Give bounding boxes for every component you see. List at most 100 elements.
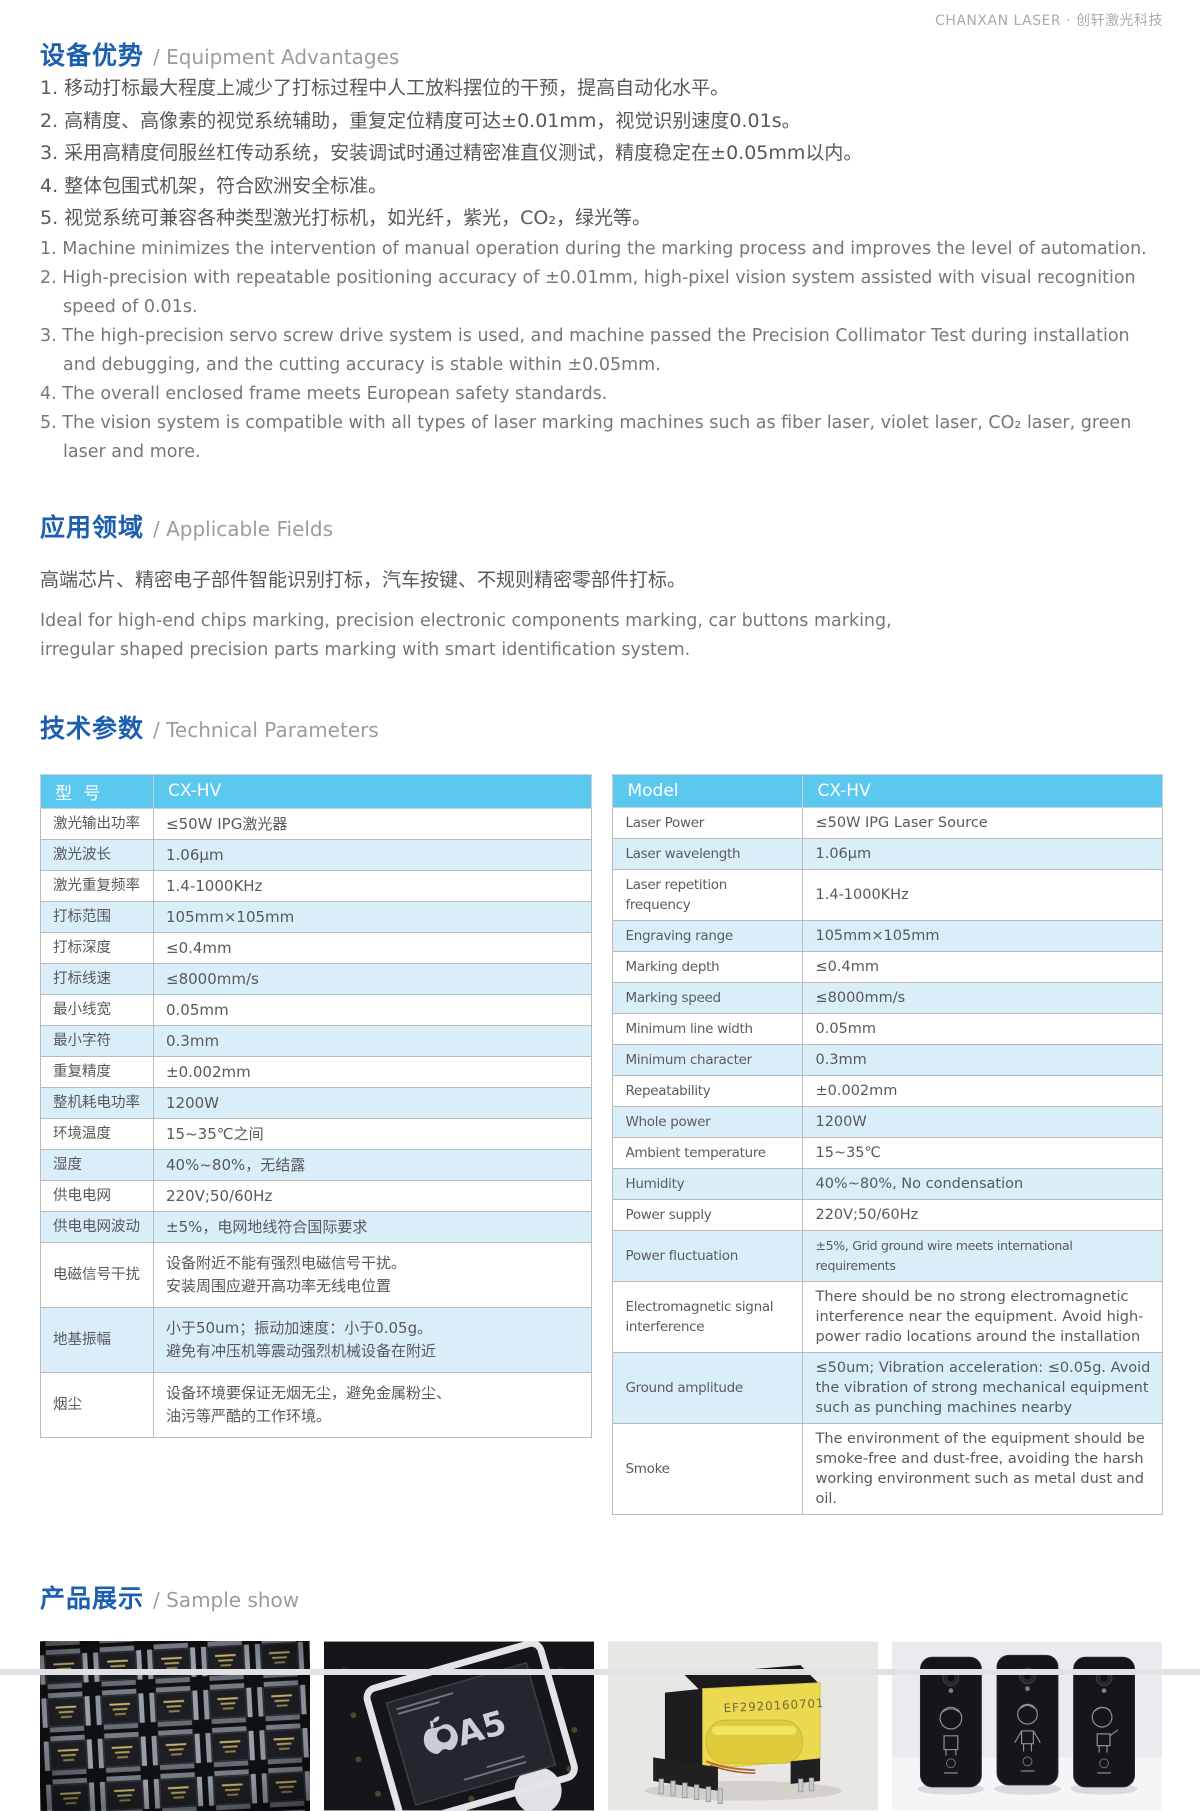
param-label: 激光波长	[40, 838, 154, 871]
sample-image-a5-chip: A5	[324, 1640, 594, 1811]
parameters-table-zh: 型 号 CX-HV 激光输出功率 ≤50W IPG激光器 激光波长 1.06μm 激光重复频…	[40, 773, 593, 1438]
param-value: 小于50um；振动加速度：小于0.05g。 避免有冲压机等震动强烈机械设备在附近	[152, 1306, 593, 1373]
advantage-item-en: 4. The overall enclosed frame meets Euro…	[40, 383, 608, 404]
param-value: ≤0.4mm	[152, 931, 593, 964]
section-title-en: / Technical Parameters	[153, 717, 379, 742]
param-label: 烟尘	[40, 1371, 154, 1438]
advantage-item-zh: 1. 移动打标最大程度上减少了打标过程中人工放料摆位的干预，提高自动化水平。	[40, 77, 730, 99]
advantage-item-en: 5. The vision system is compatible with …	[40, 412, 1132, 462]
table-row: 最小字符 0.3mm	[40, 1024, 593, 1057]
table-row: 地基振幅 小于50um；振动加速度：小于0.05g。 避免有冲压机等震动强烈机械设…	[40, 1306, 593, 1373]
a5-chip-photo: A5	[324, 1640, 594, 1811]
table-row: Whole power 1200W	[612, 1105, 1163, 1138]
param-value: The environment of the equipment should …	[802, 1422, 1163, 1515]
table-row: Power supply 220V;50/60Hz	[612, 1198, 1163, 1231]
table-row: Repeatability ±0.002mm	[612, 1074, 1163, 1107]
param-value: 0.05mm	[152, 993, 593, 1026]
table-row: Laser Power ≤50W IPG Laser Source	[612, 806, 1163, 839]
table-row: Marking depth ≤0.4mm	[612, 950, 1163, 983]
param-value: ±0.002mm	[802, 1074, 1163, 1107]
parameter-tables: 型 号 CX-HV 激光输出功率 ≤50W IPG激光器 激光波长 1.06μm 激光重复频…	[40, 773, 1163, 1515]
param-value: 1200W	[802, 1105, 1163, 1138]
advantage-item-en: 1. Machine minimizes the intervention of…	[40, 238, 1147, 259]
sample-image-transformer: EF2920160701	[608, 1641, 878, 1811]
table-row: Ground amplitude ≤50um; Vibration acceler…	[612, 1351, 1163, 1424]
param-value: 15~35℃	[802, 1136, 1163, 1169]
param-value: 105mm×105mm	[802, 919, 1163, 952]
param-value: There should be no strong electromagneti…	[802, 1280, 1163, 1353]
param-value: 40%~80%, No condensation	[802, 1167, 1163, 1200]
table-row: 打标线速 ≤8000mm/s	[40, 962, 593, 995]
param-label: 最小线宽	[40, 993, 154, 1026]
advantage-item-zh: 5. 视觉系统可兼容各种类型激光打标机，如光纤，紫光，CO₂，绿光等。	[40, 207, 652, 229]
param-label: 地基振幅	[40, 1306, 154, 1373]
phone-covers-photo	[892, 1641, 1162, 1810]
param-value: ≤50W IPG激光器	[152, 807, 593, 840]
param-label: 打标范围	[40, 900, 154, 933]
param-label: Ambient temperature	[612, 1136, 804, 1169]
param-label: 激光输出功率	[40, 807, 154, 840]
param-label: 重复精度	[40, 1055, 154, 1088]
param-value: ±0.002mm	[152, 1055, 593, 1088]
advantages-list-zh: 1. 移动打标最大程度上减少了打标过程中人工放料摆位的干预，提高自动化水平。 2…	[40, 72, 1163, 235]
sample-images-row: A5 EF2920160701	[40, 1640, 1163, 1811]
param-value: 1.06μm	[152, 838, 593, 871]
param-label: Laser repetition frequency	[612, 868, 804, 921]
param-label: 激光重复频率	[40, 869, 154, 902]
advantages-list-en: 1. Machine minimizes the intervention of…	[40, 235, 1163, 467]
table-row: Ambient temperature 15~35℃	[612, 1136, 1163, 1169]
param-label: 最小字符	[40, 1024, 154, 1057]
table-row: 激光波长 1.06μm	[40, 838, 593, 871]
param-value: 设备附近不能有强烈电磁信号干扰。 安装周围应避开高功率无线电位置	[152, 1241, 593, 1308]
model-column-header: CX-HV	[802, 773, 1163, 808]
section-applicable-fields: 应用领域 / Applicable Fields 高端芯片、精密电子部件智能识别…	[40, 508, 1163, 665]
table-row: 最小线宽 0.05mm	[40, 993, 593, 1026]
param-value: ±5%，电网地线符合国际要求	[152, 1210, 593, 1243]
advantage-item-en: 2. High-precision with repeatable positi…	[40, 267, 1136, 317]
table-row: 湿度 40%~80%，无结露	[40, 1148, 593, 1181]
transformer-photo: EF2920160701	[608, 1641, 878, 1810]
param-label: Laser wavelength	[612, 837, 804, 870]
table-row: 激光重复频率 1.4-1000KHz	[40, 869, 593, 902]
fields-description-zh: 高端芯片、精密电子部件智能识别打标，汽车按键、不规则精密零部件打标。	[40, 568, 687, 591]
param-label: 湿度	[40, 1148, 154, 1181]
param-label: 打标线速	[40, 962, 154, 995]
section-title-samples: 产品展示 / Sample show	[40, 1579, 1163, 1615]
table-row: Minimum character 0.3mm	[612, 1043, 1163, 1076]
section-title-parameters: 技术参数 / Technical Parameters	[40, 709, 1163, 745]
table-row: 环境温度 15~35℃之间	[40, 1117, 593, 1150]
param-column-header: Model	[612, 773, 804, 808]
param-value: 220V;50/60Hz	[802, 1198, 1163, 1231]
table-row: Marking speed ≤8000mm/s	[612, 981, 1163, 1014]
param-label: Electromagnetic signal interference	[612, 1280, 804, 1353]
param-label: 打标深度	[40, 931, 154, 964]
table-row: 激光输出功率 ≤50W IPG激光器	[40, 807, 593, 840]
table-row: Humidity 40%~80%, No condensation	[612, 1167, 1163, 1200]
param-label: 供电电网波动	[40, 1210, 154, 1243]
section-title-en: / Applicable Fields	[153, 516, 334, 541]
param-label: Engraving range	[612, 919, 804, 952]
param-value: ≤0.4mm	[802, 950, 1163, 983]
param-label: Laser Power	[612, 806, 804, 839]
param-value: ±5%, Grid ground wire meets internationa…	[802, 1229, 1163, 1282]
param-label: Marking speed	[612, 981, 804, 1014]
table-row: 打标深度 ≤0.4mm	[40, 931, 593, 964]
section-sample-show: 产品展示 / Sample show	[40, 1579, 1163, 1811]
model-column-header: CX-HV	[152, 773, 593, 809]
param-value: 0.3mm	[152, 1024, 593, 1057]
param-value: 220V;50/60Hz	[152, 1179, 593, 1212]
param-label: Ground amplitude	[612, 1351, 804, 1424]
section-title-zh: 产品展示	[40, 1583, 145, 1613]
param-label: 供电电网	[40, 1179, 154, 1212]
param-value: ≤8000mm/s	[802, 981, 1163, 1014]
table-row: Engraving range 105mm×105mm	[612, 919, 1163, 952]
param-label: Humidity	[612, 1167, 804, 1200]
param-label: Minimum character	[612, 1043, 804, 1076]
param-value: 0.3mm	[802, 1043, 1163, 1076]
section-title-zh: 应用领域	[40, 512, 145, 542]
table-row: 供电电网波动 ±5%，电网地线符合国际要求	[40, 1210, 593, 1243]
param-value: 0.05mm	[802, 1012, 1163, 1045]
advantage-item-zh: 2. 高精度、高像素的视觉系统辅助，重复定位精度可达±0.01mm，视觉识别速度…	[40, 109, 801, 132]
param-value: 105mm×105mm	[152, 900, 593, 933]
table-row: 烟尘 设备环境要保证无烟无尘，避免金属粉尘、 油污等严酷的工作环境。	[40, 1371, 593, 1438]
